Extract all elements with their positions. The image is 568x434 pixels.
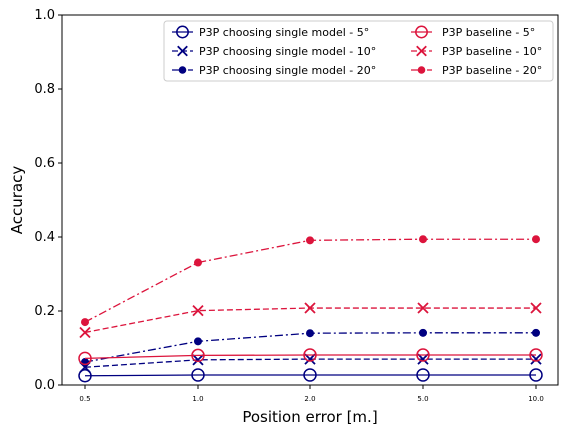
y-tick-label: 1.0 bbox=[34, 8, 55, 23]
legend-label: P3P baseline - 20° bbox=[442, 64, 542, 77]
series-layer bbox=[78, 235, 543, 383]
data-point bbox=[416, 368, 430, 382]
data-point bbox=[194, 258, 202, 267]
legend-entry: P3P baseline - 20° bbox=[411, 64, 542, 77]
legend-label: P3P baseline - 5° bbox=[442, 26, 535, 39]
series-6 bbox=[81, 235, 540, 327]
legend-marker bbox=[177, 45, 188, 57]
series-2 bbox=[79, 353, 542, 373]
legend-label: P3P choosing single model - 10° bbox=[199, 45, 376, 58]
data-point bbox=[79, 326, 91, 339]
x-tick-label: 2.0 bbox=[304, 395, 315, 403]
x-axis-ticks: 0.5 1.0 2.0 5.0 10.0 bbox=[79, 385, 544, 403]
x-tick-label: 10.0 bbox=[528, 395, 544, 403]
data-point bbox=[529, 368, 543, 382]
y-tick-label: 0.8 bbox=[34, 82, 55, 97]
legend-entry: P3P baseline - 5° bbox=[411, 25, 535, 39]
data-point bbox=[303, 348, 317, 362]
data-point bbox=[192, 354, 204, 366]
data-point bbox=[304, 353, 316, 365]
data-point bbox=[417, 353, 429, 365]
x-tick-label: 0.5 bbox=[79, 395, 90, 403]
series-line bbox=[84, 354, 536, 360]
data-point bbox=[81, 318, 89, 327]
data-point bbox=[303, 368, 317, 382]
legend-label: P3P choosing single model - 5° bbox=[199, 26, 369, 39]
data-point bbox=[306, 236, 314, 245]
series-1 bbox=[78, 368, 543, 383]
data-point bbox=[191, 368, 205, 382]
legend-marker bbox=[415, 25, 428, 39]
y-tick-label: 0.6 bbox=[34, 156, 55, 171]
y-tick-label: 0.2 bbox=[34, 304, 55, 319]
y-tick-label: 0.0 bbox=[34, 378, 55, 393]
y-axis-label: Accuracy bbox=[8, 166, 26, 235]
legend-entry: P3P choosing single model - 10° bbox=[172, 45, 376, 58]
data-point bbox=[192, 304, 204, 317]
data-point bbox=[419, 328, 427, 337]
data-point bbox=[191, 348, 205, 363]
x-tick-label: 5.0 bbox=[417, 395, 428, 403]
legend-marker bbox=[417, 66, 426, 74]
data-point bbox=[532, 328, 540, 337]
legend-label: P3P baseline - 10° bbox=[442, 45, 542, 58]
y-axis-ticks: 0.0 0.2 0.4 0.6 0.8 1.0 bbox=[34, 8, 62, 393]
data-point bbox=[417, 302, 429, 314]
data-point bbox=[416, 348, 430, 362]
data-point bbox=[304, 302, 316, 314]
data-point bbox=[194, 337, 202, 346]
legend-entry: P3P choosing single model - 5° bbox=[172, 25, 369, 39]
legend: P3P choosing single model - 5° P3P choosi… bbox=[163, 20, 554, 82]
data-point bbox=[530, 302, 542, 314]
series-4 bbox=[78, 348, 543, 366]
data-point bbox=[419, 235, 427, 244]
data-point bbox=[530, 353, 542, 365]
legend-label: P3P choosing single model - 20° bbox=[199, 64, 376, 77]
legend-marker bbox=[176, 25, 189, 39]
x-tick-label: 1.0 bbox=[192, 395, 203, 403]
data-point bbox=[529, 348, 543, 362]
series-line bbox=[84, 307, 536, 334]
legend-marker bbox=[178, 66, 187, 74]
legend-entry: P3P choosing single model - 20° bbox=[172, 64, 376, 77]
x-axis-label: Position error [m.] bbox=[242, 408, 377, 426]
data-point bbox=[78, 351, 92, 366]
series-3 bbox=[81, 328, 540, 367]
y-tick-label: 0.4 bbox=[34, 230, 55, 245]
legend-entry: P3P baseline - 10° bbox=[411, 45, 542, 58]
legend-box bbox=[163, 20, 554, 82]
data-point bbox=[306, 329, 314, 338]
data-point bbox=[532, 235, 540, 244]
series-line bbox=[84, 374, 536, 377]
legend-marker bbox=[416, 45, 427, 57]
series-5 bbox=[79, 302, 542, 339]
data-point bbox=[78, 369, 92, 383]
